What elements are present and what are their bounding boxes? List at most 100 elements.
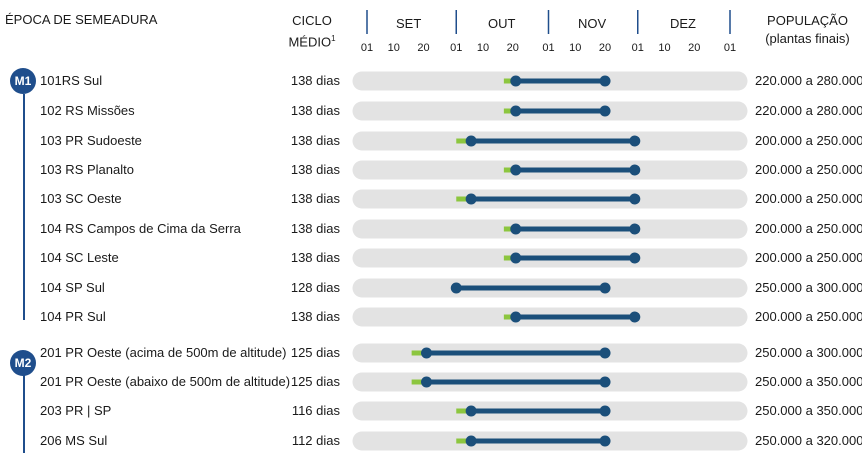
cycle-value: 125 dias (290, 345, 340, 360)
table-row: 104 PR Sul 138 dias 200.000 a 250.000 (0, 305, 862, 329)
optimal-start-dot (510, 223, 522, 235)
month-label: SET (396, 16, 422, 31)
cycle-value: 138 dias (290, 250, 340, 265)
table-row: 203 PR | SP 116 dias 250.000 a 350.000 (0, 399, 862, 423)
cycle-value: 138 dias (290, 133, 340, 148)
group-line-m2 (23, 374, 25, 453)
month-label: DEZ (670, 16, 696, 31)
table-row: 101RS Sul 138 dias 220.000 a 280.000 (0, 69, 862, 93)
population-value: 250.000 a 350.000 (755, 374, 862, 389)
optimal-start-dot (421, 347, 433, 359)
region-label: 201 PR Oeste (acima de 500m de altitude) (40, 345, 287, 360)
region-label: 104 SP Sul (40, 280, 105, 295)
table-row: 104 SP Sul 128 dias 250.000 a 300.000 (0, 276, 862, 300)
optimal-start-dot (510, 75, 522, 87)
optimal-end-dot (599, 347, 611, 359)
optimal-start-dot (421, 376, 433, 388)
header-ciclo-footnote: 1 (331, 34, 336, 43)
region-label: 104 RS Campos de Cima da Serra (40, 221, 241, 236)
header-pop-line1: POPULAÇÃO (767, 13, 848, 28)
region-label: 203 PR | SP (40, 403, 112, 418)
table-row: 206 MS Sul 112 dias 250.000 a 320.000 (0, 429, 862, 453)
optimal-end-dot (599, 435, 611, 447)
day-tick-label: 10 (658, 42, 671, 54)
table-row: 103 RS Planalto 138 dias 200.000 a 250.000 (0, 158, 862, 182)
day-tick-label: 01 (450, 42, 463, 54)
day-tick-label: 20 (417, 42, 430, 54)
group-badge-m1: M1 (10, 68, 36, 94)
header-ciclo: CICLO MÉDIO1 (284, 12, 340, 51)
cycle-value: 116 dias (291, 403, 340, 418)
region-label: 101RS Sul (40, 73, 103, 88)
optimal-end-dot (599, 282, 611, 294)
cycle-value: 128 dias (290, 280, 340, 295)
optimal-end-dot (599, 75, 611, 87)
population-value: 250.000 a 300.000 (755, 280, 862, 295)
month-label: NOV (578, 16, 607, 31)
cycle-value: 125 dias (290, 374, 340, 389)
day-tick-label: 01 (723, 42, 737, 54)
header-epoca: ÉPOCA DE SEMEADURA (5, 12, 158, 27)
region-label: 103 PR Sudoeste (40, 133, 142, 148)
table-row: 103 SC Oeste 138 dias 200.000 a 250.000 (0, 187, 862, 211)
population-value: 220.000 a 280.000 (755, 103, 862, 118)
table-row: 102 RS Missões 138 dias 220.000 a 280.000 (0, 99, 862, 123)
population-value: 200.000 a 250.000 (755, 309, 862, 324)
group-badge-m2: M2 (10, 350, 36, 376)
cycle-value: 138 dias (290, 309, 340, 324)
header-ciclo-line1: CICLO (292, 13, 332, 28)
population-value: 200.000 a 250.000 (755, 250, 862, 265)
table-row: 104 RS Campos de Cima da Serra 138 dias 20… (0, 217, 862, 241)
optimal-end-dot (599, 105, 611, 117)
day-tick-label: 01 (631, 42, 644, 54)
region-label: 104 SC Leste (40, 250, 119, 265)
header-ciclo-line2: MÉDIO1 (284, 30, 340, 51)
optimal-start-dot (510, 164, 522, 176)
table-row: 103 PR Sudoeste 138 dias 200.000 a 250.000 (0, 129, 862, 153)
header-populacao: POPULAÇÃO (plantas finais) (755, 12, 860, 48)
population-value: 250.000 a 300.000 (755, 345, 862, 360)
population-value: 250.000 a 320.000 (755, 433, 862, 448)
region-label: 104 PR Sul (40, 309, 106, 324)
population-value: 250.000 a 350.000 (755, 403, 862, 418)
region-label: 201 PR Oeste (abaixo de 500m de altitude… (40, 374, 291, 389)
population-value: 200.000 a 250.000 (755, 221, 862, 236)
optimal-start-dot (510, 252, 522, 264)
region-label: 102 RS Missões (40, 103, 135, 118)
optimal-start-dot (465, 193, 477, 205)
cycle-value: 138 dias (290, 162, 340, 177)
population-value: 220.000 a 280.000 (755, 73, 862, 88)
cycle-value: 138 dias (290, 73, 340, 88)
optimal-end-dot (629, 164, 641, 176)
optimal-start-dot (465, 405, 477, 417)
population-value: 200.000 a 250.000 (755, 133, 862, 148)
month-label: OUT (488, 16, 516, 31)
optimal-start-dot (510, 311, 522, 323)
group-line-m1 (23, 94, 25, 320)
table-row: 104 SC Leste 138 dias 200.000 a 250.000 (0, 246, 862, 270)
cycle-value: 138 dias (290, 221, 340, 236)
cycle-value: 112 dias (291, 433, 340, 448)
optimal-start-dot (450, 282, 462, 294)
optimal-start-dot (465, 135, 477, 147)
region-label: 103 SC Oeste (40, 191, 122, 206)
day-tick-label: 01 (542, 42, 555, 54)
optimal-start-dot (465, 435, 477, 447)
population-value: 200.000 a 250.000 (755, 162, 862, 177)
optimal-end-dot (629, 223, 641, 235)
optimal-end-dot (629, 135, 641, 147)
day-tick-label: 10 (569, 42, 582, 54)
optimal-end-dot (629, 193, 641, 205)
optimal-end-dot (629, 311, 641, 323)
optimal-end-dot (599, 376, 611, 388)
population-value: 200.000 a 250.000 (755, 191, 862, 206)
table-row: 201 PR Oeste (abaixo de 500m de altitude… (0, 370, 862, 394)
day-tick-label: 01 (360, 42, 374, 54)
optimal-start-dot (510, 105, 522, 117)
header-ciclo-line2-text: MÉDIO (288, 34, 332, 50)
table-row: 201 PR Oeste (acima de 500m de altitude)… (0, 341, 862, 365)
region-label: 103 RS Planalto (40, 162, 134, 177)
cycle-value: 138 dias (290, 191, 340, 206)
header-pop-line2: (plantas finais) (765, 31, 850, 46)
